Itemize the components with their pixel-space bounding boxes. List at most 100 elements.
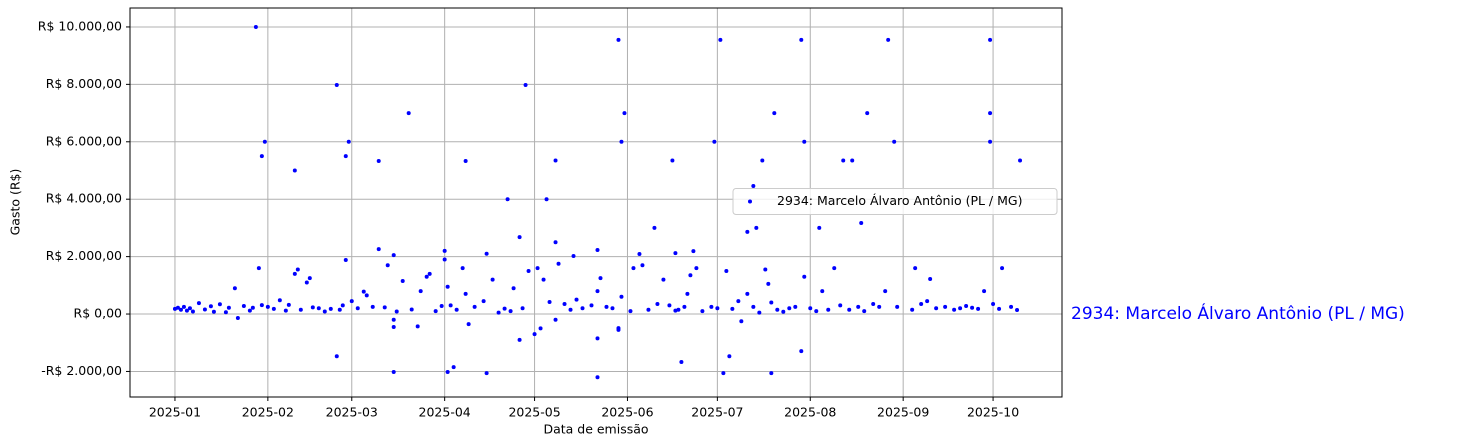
point (832, 266, 837, 271)
point (751, 183, 756, 188)
point (553, 317, 558, 322)
y-tick-label: R$ 8.000,00 (46, 76, 122, 91)
point (745, 229, 750, 234)
point (841, 158, 846, 163)
point (850, 158, 855, 163)
point (865, 111, 870, 116)
point (928, 277, 933, 282)
point (970, 305, 975, 310)
point (355, 306, 360, 311)
point (448, 303, 453, 308)
point (184, 308, 189, 313)
point (340, 303, 345, 308)
point (439, 303, 444, 308)
point (556, 261, 561, 266)
x-tick-label: 2025-02 (242, 405, 294, 420)
point (433, 309, 438, 314)
point (553, 240, 558, 245)
point (952, 307, 957, 312)
point (286, 302, 291, 307)
point (250, 305, 255, 310)
point (496, 310, 501, 315)
point (277, 298, 282, 303)
point (772, 111, 777, 116)
point (328, 306, 333, 311)
point (391, 324, 396, 329)
point (640, 263, 645, 268)
point (544, 197, 549, 202)
point (727, 354, 732, 359)
point (913, 266, 918, 271)
point (382, 305, 387, 310)
point (766, 281, 771, 286)
point (754, 225, 759, 230)
point (595, 289, 600, 294)
point (763, 267, 768, 272)
point (700, 309, 705, 314)
point (781, 309, 786, 314)
point (196, 301, 201, 306)
point (391, 317, 396, 322)
point (376, 159, 381, 164)
point (862, 309, 867, 314)
point (247, 308, 252, 313)
point (187, 306, 192, 311)
point (217, 302, 222, 307)
point (826, 307, 831, 312)
point (520, 306, 525, 311)
point (271, 306, 276, 311)
point (511, 286, 516, 291)
point (562, 301, 567, 306)
point (223, 310, 228, 315)
x-tick-label: 2025-04 (419, 405, 471, 420)
point (757, 310, 762, 315)
point (175, 305, 180, 310)
point (211, 309, 216, 314)
point (304, 280, 309, 285)
point (553, 158, 558, 163)
x-tick-label: 2025-01 (149, 405, 201, 420)
point (466, 322, 471, 327)
y-tick-label: -R$ 2.000,00 (41, 363, 122, 378)
point (394, 309, 399, 314)
point (589, 303, 594, 308)
point (610, 306, 615, 311)
point (598, 276, 603, 281)
point (895, 304, 900, 309)
point (646, 307, 651, 312)
point (226, 305, 231, 310)
point (616, 327, 621, 332)
point (856, 304, 861, 309)
point (505, 197, 510, 202)
point (877, 304, 882, 309)
legend-label: 2934: Marcelo Álvaro Antônio (PL / MG) (777, 193, 1022, 208)
point (502, 306, 507, 311)
point (652, 225, 657, 230)
point (595, 375, 600, 380)
point (616, 37, 621, 42)
point (391, 253, 396, 258)
point (694, 266, 699, 271)
point (739, 319, 744, 324)
point (685, 291, 690, 296)
point (721, 371, 726, 376)
y-tick-label: R$ 0,00 (74, 306, 122, 321)
point (178, 307, 183, 312)
point (334, 354, 339, 359)
point (919, 301, 924, 306)
point (235, 316, 240, 321)
point (418, 289, 423, 294)
point (463, 159, 468, 164)
point (745, 291, 750, 296)
point (241, 303, 246, 308)
y-axis-label: Gasto (R$) (8, 169, 23, 236)
point (712, 139, 717, 144)
point (997, 306, 1002, 311)
point (523, 82, 528, 87)
point (964, 303, 969, 308)
point (517, 235, 522, 240)
point (799, 349, 804, 354)
point (976, 306, 981, 311)
point (334, 82, 339, 87)
